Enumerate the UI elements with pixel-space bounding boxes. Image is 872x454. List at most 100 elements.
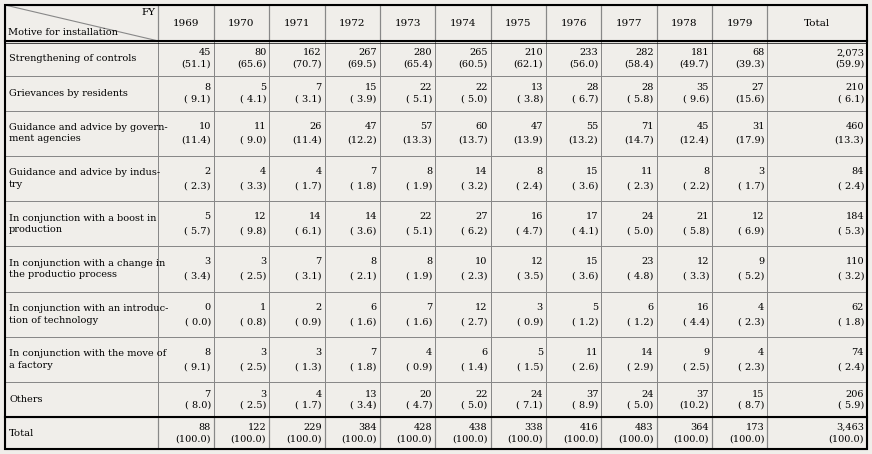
Bar — [602, 156, 657, 201]
Text: 2: 2 — [316, 302, 322, 311]
Text: (100.0): (100.0) — [508, 434, 543, 443]
Text: (58.4): (58.4) — [624, 59, 654, 69]
Text: (12.4): (12.4) — [679, 136, 709, 145]
Bar — [546, 111, 602, 156]
Bar — [657, 41, 712, 76]
Text: 210: 210 — [524, 48, 543, 57]
Text: ( 3.3): ( 3.3) — [683, 272, 709, 281]
Bar — [214, 291, 269, 337]
Bar — [380, 201, 435, 247]
Text: ( 0.9): ( 0.9) — [406, 362, 433, 371]
Text: 3: 3 — [260, 257, 266, 266]
Text: 12: 12 — [697, 257, 709, 266]
Text: FY: FY — [141, 8, 155, 17]
Text: 1977: 1977 — [616, 19, 642, 28]
Text: Total: Total — [804, 19, 830, 28]
Bar — [602, 76, 657, 111]
Bar — [435, 291, 491, 337]
Bar — [491, 337, 546, 382]
Text: 55: 55 — [586, 122, 598, 130]
Text: 4: 4 — [316, 390, 322, 399]
Bar — [269, 201, 324, 247]
Text: ( 9.8): ( 9.8) — [240, 227, 266, 236]
Bar — [214, 337, 269, 382]
Bar — [324, 5, 380, 41]
Text: ( 3.5): ( 3.5) — [516, 272, 543, 281]
Text: 12: 12 — [254, 212, 266, 221]
Text: ( 5.0): ( 5.0) — [461, 94, 487, 104]
Text: 12: 12 — [530, 257, 543, 266]
Text: 10: 10 — [199, 122, 211, 130]
Bar — [602, 247, 657, 291]
Text: 1: 1 — [260, 302, 266, 311]
Text: 3: 3 — [536, 302, 543, 311]
Text: (65.6): (65.6) — [237, 59, 266, 69]
Text: 45: 45 — [697, 122, 709, 130]
Text: 15: 15 — [752, 390, 765, 399]
Text: Total: Total — [9, 429, 34, 438]
Bar — [269, 417, 324, 449]
Text: 45: 45 — [199, 48, 211, 57]
Text: (17.9): (17.9) — [735, 136, 765, 145]
Text: 17: 17 — [586, 212, 598, 221]
Text: 4: 4 — [426, 348, 433, 357]
Text: 265: 265 — [469, 48, 487, 57]
Text: (13.3): (13.3) — [403, 136, 433, 145]
Text: ( 3.3): ( 3.3) — [240, 181, 266, 190]
Text: (100.0): (100.0) — [562, 434, 598, 443]
Bar — [602, 337, 657, 382]
Text: 37: 37 — [697, 390, 709, 399]
Text: 47: 47 — [530, 122, 543, 130]
Bar — [214, 247, 269, 291]
Text: ( 3.4): ( 3.4) — [184, 272, 211, 281]
Bar — [435, 41, 491, 76]
Text: 9: 9 — [759, 257, 765, 266]
Text: 8: 8 — [205, 83, 211, 92]
Bar — [5, 5, 159, 41]
Text: 7: 7 — [426, 302, 433, 311]
Text: 110: 110 — [845, 257, 864, 266]
Text: 8: 8 — [537, 167, 543, 176]
Text: (14.7): (14.7) — [624, 136, 654, 145]
Bar — [712, 247, 767, 291]
Bar — [546, 417, 602, 449]
Text: ( 5.3): ( 5.3) — [838, 227, 864, 236]
Text: 8: 8 — [426, 257, 433, 266]
Text: (70.7): (70.7) — [292, 59, 322, 69]
Bar — [546, 201, 602, 247]
Text: 3: 3 — [316, 348, 322, 357]
Bar — [712, 337, 767, 382]
Text: ( 5.0): ( 5.0) — [461, 401, 487, 410]
Text: ( 6.1): ( 6.1) — [838, 94, 864, 104]
Bar — [214, 5, 269, 41]
Text: 6: 6 — [648, 302, 654, 311]
Text: 4: 4 — [316, 167, 322, 176]
Text: 1972: 1972 — [339, 19, 365, 28]
Bar — [324, 247, 380, 291]
Bar — [491, 201, 546, 247]
Text: 23: 23 — [641, 257, 654, 266]
Bar — [159, 201, 214, 247]
Text: (39.3): (39.3) — [735, 59, 765, 69]
Text: 27: 27 — [752, 83, 765, 92]
Text: ( 2.3): ( 2.3) — [738, 362, 765, 371]
Text: 173: 173 — [746, 423, 765, 432]
Text: 12: 12 — [475, 302, 487, 311]
Text: 15: 15 — [364, 83, 377, 92]
Bar — [657, 201, 712, 247]
Bar — [657, 382, 712, 417]
Bar — [380, 76, 435, 111]
Text: ( 2.3): ( 2.3) — [738, 317, 765, 326]
Text: 37: 37 — [586, 390, 598, 399]
Text: (100.0): (100.0) — [828, 434, 864, 443]
Text: 267: 267 — [358, 48, 377, 57]
Text: 1971: 1971 — [283, 19, 310, 28]
Text: ( 6.9): ( 6.9) — [738, 227, 765, 236]
Text: 16: 16 — [530, 212, 543, 221]
Bar — [767, 41, 867, 76]
Text: 229: 229 — [303, 423, 322, 432]
Text: 62: 62 — [852, 302, 864, 311]
Text: ( 9.1): ( 9.1) — [184, 362, 211, 371]
Text: 206: 206 — [846, 390, 864, 399]
Text: 80: 80 — [254, 48, 266, 57]
